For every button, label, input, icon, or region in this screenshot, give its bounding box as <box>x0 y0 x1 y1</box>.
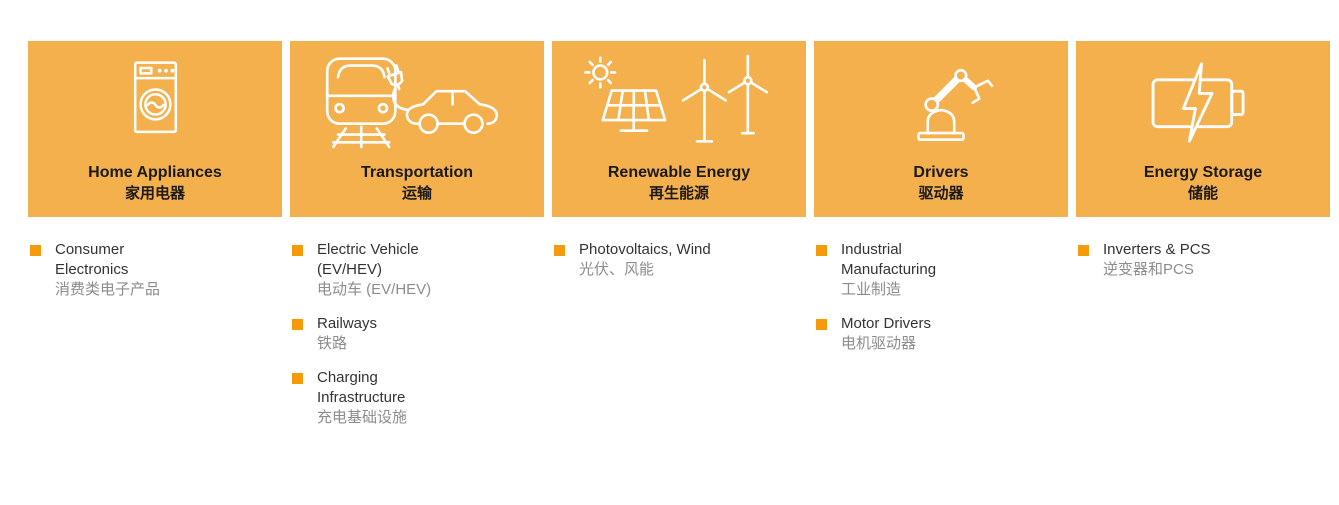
item-text: Railways 铁路 <box>317 314 377 354</box>
washing-machine-icon-svg <box>133 61 177 134</box>
train-and-ev-car-icon <box>319 41 515 163</box>
list-item: Motor Drivers 电机驱动器 <box>814 314 1068 354</box>
category-title-zh: 驱动器 <box>918 185 964 202</box>
bullet-square-icon <box>1078 245 1089 256</box>
category-title-zh: 运输 <box>401 185 432 202</box>
item-label-line: (EV/HEV) <box>317 261 383 278</box>
item-label-en: Electric Vehicle (EV/HEV) <box>317 240 431 280</box>
list-item: Photovoltaics, Wind 光伏、风能 <box>552 240 806 280</box>
bullet-square-icon <box>292 319 303 330</box>
item-label-en: Industrial Manufacturing <box>841 240 936 280</box>
item-label-en: Consumer Electronics <box>55 240 160 280</box>
category-item-list: Industrial Manufacturing 工业制造 Motor Driv… <box>814 240 1068 354</box>
item-label-zh: 消费类电子产品 <box>55 281 161 298</box>
category-column-home-appliances: Home Appliances 家用电器 Consumer Electronic… <box>28 41 282 428</box>
category-titles: Transportation 运输 <box>361 163 473 217</box>
solar-panel-wind-turbine-icon <box>579 41 779 163</box>
bullet-square-icon <box>292 245 303 256</box>
solar-panel-wind-turbine-icon-svg <box>584 54 769 143</box>
category-item-list: Electric Vehicle (EV/HEV) 电动车 (EV/HEV) R… <box>290 240 544 428</box>
item-label-en: Charging Infrastructure <box>317 368 407 408</box>
category-column-transportation: Transportation 运输 Electric Vehicle (EV/H… <box>290 41 544 428</box>
robot-arm-icon <box>888 41 994 163</box>
item-text: Motor Drivers 电机驱动器 <box>841 314 931 354</box>
item-text: Inverters & PCS 逆变器和PCS <box>1103 240 1211 280</box>
category-card-renewable-energy: Renewable Energy 再生能源 <box>552 41 806 217</box>
item-label-en: Inverters & PCS <box>1103 240 1211 260</box>
bullet-square-icon <box>816 319 827 330</box>
item-text: Electric Vehicle (EV/HEV) 电动车 (EV/HEV) <box>317 240 431 300</box>
item-label-line: Photovoltaics, Wind <box>579 241 711 258</box>
segments-board: Home Appliances 家用电器 Consumer Electronic… <box>28 41 1330 428</box>
item-label-line: Electric Vehicle <box>317 241 419 258</box>
list-item: Consumer Electronics 消费类电子产品 <box>28 240 282 300</box>
item-label-line: Industrial <box>841 241 902 258</box>
item-label-zh: 铁路 <box>317 335 348 352</box>
bullet-square-icon <box>816 245 827 256</box>
category-title-zh: 储能 <box>1187 185 1218 202</box>
category-title-zh: 家用电器 <box>124 185 185 202</box>
category-column-drivers: Drivers 驱动器 Industrial Manufacturing 工业制… <box>814 41 1068 428</box>
category-title-en: Energy Storage <box>1143 164 1263 181</box>
item-label-line: Charging <box>317 369 378 386</box>
item-label-en: Railways <box>317 314 377 334</box>
category-card-drivers: Drivers 驱动器 <box>814 41 1068 217</box>
category-column-renewable-energy: Renewable Energy 再生能源 Photovoltaics, Win… <box>552 41 806 428</box>
item-label-zh: 电动车 (EV/HEV) <box>317 281 432 298</box>
item-label-line: Consumer <box>55 241 125 258</box>
category-card-home-appliances: Home Appliances 家用电器 <box>28 41 282 217</box>
category-card-transportation: Transportation 运输 <box>290 41 544 217</box>
item-label-en: Photovoltaics, Wind <box>579 240 711 260</box>
category-titles: Home Appliances 家用电器 <box>88 163 222 217</box>
category-column-energy-storage: Energy Storage 储能 Inverters & PCS 逆变器和PC… <box>1076 41 1330 428</box>
robot-arm-icon-svg <box>917 68 994 142</box>
bullet-square-icon <box>554 245 565 256</box>
item-text: Industrial Manufacturing 工业制造 <box>841 240 936 300</box>
item-text: Photovoltaics, Wind 光伏、风能 <box>579 240 711 280</box>
category-title-en: Home Appliances <box>88 164 222 181</box>
category-item-list: Consumer Electronics 消费类电子产品 <box>28 240 282 300</box>
item-label-line: Electronics <box>55 261 129 278</box>
list-item: Railways 铁路 <box>290 314 544 354</box>
item-label-zh: 光伏、风能 <box>579 261 655 278</box>
washing-machine-icon <box>122 41 189 163</box>
category-item-list: Inverters & PCS 逆变器和PCS <box>1076 240 1330 280</box>
train-and-ev-car-icon-svg <box>325 57 499 149</box>
battery-lightning-icon <box>1144 41 1262 163</box>
list-item: Industrial Manufacturing 工业制造 <box>814 240 1068 300</box>
category-item-list: Photovoltaics, Wind 光伏、风能 <box>552 240 806 280</box>
item-label-line: Motor Drivers <box>841 315 932 332</box>
category-title-en: Drivers <box>913 164 969 181</box>
item-label-line: Manufacturing <box>841 261 937 278</box>
item-text: Consumer Electronics 消费类电子产品 <box>55 240 160 300</box>
item-label-zh: 充电基础设施 <box>317 409 408 426</box>
item-label-en: Motor Drivers <box>841 314 931 334</box>
category-title-zh: 再生能源 <box>648 185 709 202</box>
item-label-line: Inverters & PCS <box>1103 241 1211 258</box>
category-title-en: Renewable Energy <box>607 164 751 181</box>
bullet-square-icon <box>30 245 41 256</box>
category-titles: Renewable Energy 再生能源 <box>608 163 750 217</box>
item-text: Charging Infrastructure 充电基础设施 <box>317 368 407 428</box>
item-label-line: Railways <box>317 315 378 332</box>
item-label-zh: 工业制造 <box>841 281 902 298</box>
category-title-en: Transportation <box>360 164 473 181</box>
category-titles: Energy Storage 储能 <box>1144 163 1262 217</box>
list-item: Inverters & PCS 逆变器和PCS <box>1076 240 1330 280</box>
category-card-energy-storage: Energy Storage 储能 <box>1076 41 1330 217</box>
battery-lightning-icon-svg <box>1151 61 1245 143</box>
item-label-zh: 电机驱动器 <box>841 335 917 352</box>
list-item: Charging Infrastructure 充电基础设施 <box>290 368 544 428</box>
category-titles: Drivers 驱动器 <box>913 163 968 217</box>
item-label-line: Infrastructure <box>317 389 406 406</box>
bullet-square-icon <box>292 373 303 384</box>
item-label-zh: 逆变器和PCS <box>1103 261 1194 278</box>
list-item: Electric Vehicle (EV/HEV) 电动车 (EV/HEV) <box>290 240 544 300</box>
